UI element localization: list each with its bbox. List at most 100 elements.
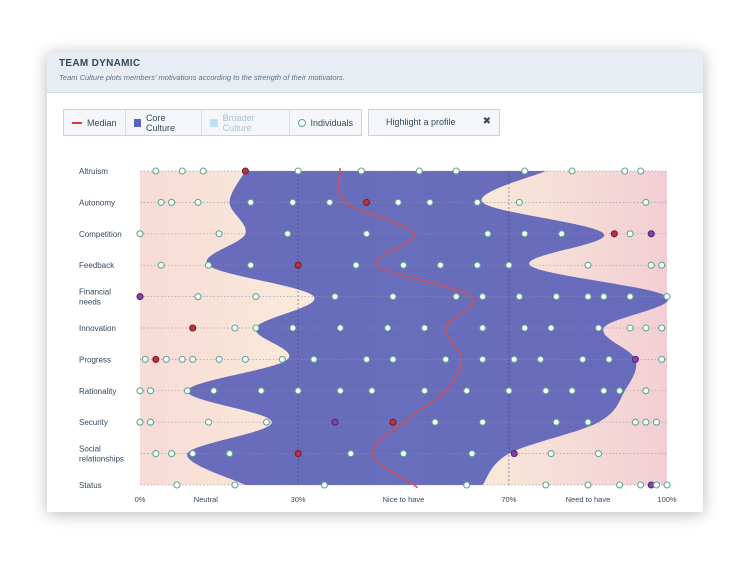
individual-dot [637, 481, 645, 489]
individual-dot [452, 167, 460, 175]
individual-dot [368, 387, 376, 395]
row-label-social-relationships: Social relationships [79, 445, 124, 464]
individual-dot [584, 418, 592, 426]
individual-dot [626, 324, 634, 332]
individual-dot [178, 167, 186, 175]
median-line [337, 167, 476, 489]
individual-dot [505, 261, 513, 269]
individual-dot [642, 198, 650, 206]
individual-dot [226, 450, 234, 458]
individual-dot [215, 355, 223, 363]
individual-dot [426, 198, 434, 206]
highlighted-dot-red [389, 418, 397, 426]
individual-dot [479, 293, 487, 301]
individual-dot [310, 355, 318, 363]
row-label-innovation: Innovation [79, 324, 116, 333]
individual-dot [521, 167, 529, 175]
legend-broader-label: Broader Culture [222, 112, 255, 133]
individual-dot [189, 355, 197, 363]
individual-dot [647, 261, 655, 269]
individual-dot [262, 418, 271, 426]
individual-dot [579, 355, 587, 363]
row-label-autonomy: Autonomy [79, 198, 115, 207]
highlighted-dot-purple [631, 355, 639, 363]
individual-dot [663, 481, 671, 489]
individual-dot [252, 293, 260, 301]
x-tick-label: 70% [501, 495, 516, 504]
individual-dot [479, 324, 487, 332]
individual-dot [157, 261, 165, 269]
individual-dot [347, 450, 355, 458]
legend-item-core-culture[interactable]: Core Culture [126, 110, 203, 135]
individual-dot [289, 198, 297, 206]
row-label-progress: Progress [79, 355, 111, 364]
close-icon[interactable]: ✖ [482, 116, 491, 127]
individual-dot [652, 418, 661, 426]
individual-dot [415, 167, 423, 175]
legend-median-label: Median [87, 117, 117, 128]
individual-dot [642, 387, 650, 395]
individual-dot [558, 230, 566, 238]
highlighted-dot-red [610, 230, 618, 238]
highlighted-dot-red [241, 167, 249, 175]
individual-dot [320, 481, 328, 489]
individual-dot [199, 167, 207, 175]
legend-item-individuals[interactable]: Individuals [290, 110, 361, 135]
individual-dot [658, 324, 666, 332]
individual-dot [605, 355, 613, 363]
individual-dot [294, 387, 302, 395]
individual-dot [663, 293, 671, 301]
individual-dot [600, 293, 608, 301]
individual-dot [616, 387, 624, 395]
individual-dot [241, 355, 249, 363]
row-label-security: Security [79, 418, 108, 427]
individual-dot [515, 293, 523, 301]
individual-dot [484, 230, 492, 238]
individual-dot [278, 355, 286, 363]
individual-dot [431, 418, 439, 426]
individual-dot [547, 324, 555, 332]
card-title: TEAM DYNAMIC [59, 58, 141, 69]
individual-dot [326, 198, 334, 206]
individual-dot [146, 387, 155, 395]
individual-dot [183, 387, 191, 395]
individual-dot [542, 387, 550, 395]
individual-dot [152, 167, 160, 175]
x-tick-label: Nice to have [383, 495, 425, 504]
individual-dot [194, 293, 202, 301]
legend-item-median[interactable]: Median [64, 110, 126, 135]
individual-dot [146, 418, 155, 426]
individual-dot [289, 324, 297, 332]
highlighted-dot-purple [647, 230, 655, 238]
individual-dot [584, 293, 592, 301]
team-culture-chart: Altruism Autonomy Competition Feedback Finan… [79, 167, 677, 504]
individual-dot [336, 324, 344, 332]
legend-core-label: Core Culture [145, 112, 175, 133]
individual-dot [352, 261, 360, 269]
individual-dot [473, 261, 481, 269]
individual-dot [442, 355, 450, 363]
individual-dot [168, 198, 176, 206]
individual-dot [479, 418, 487, 426]
individual-dot [652, 481, 661, 489]
legend-item-broader-culture[interactable]: Broader Culture [202, 110, 291, 135]
individual-dot [468, 450, 476, 458]
individual-dot [473, 198, 481, 206]
individual-dot [452, 293, 460, 301]
individual-dot [658, 261, 666, 269]
individual-dot [231, 481, 239, 489]
individual-dot [479, 355, 487, 363]
individual-dot [294, 167, 302, 175]
individual-dot [642, 418, 650, 426]
card-header: TEAM DYNAMIC Team Culture plots members'… [47, 52, 703, 93]
highlighted-dot-red [152, 355, 160, 363]
individual-dot [626, 230, 634, 238]
highlighted-dot-purple [331, 418, 339, 426]
legend-individuals-label: Individuals [310, 117, 353, 128]
highlight-profile-select[interactable]: Highlight a profile ✖ [368, 109, 500, 136]
individual-dot [141, 355, 149, 363]
individual-dot [463, 481, 471, 489]
individual-dot [136, 230, 144, 238]
individual-dot [616, 481, 624, 489]
individual-dot [284, 230, 292, 238]
